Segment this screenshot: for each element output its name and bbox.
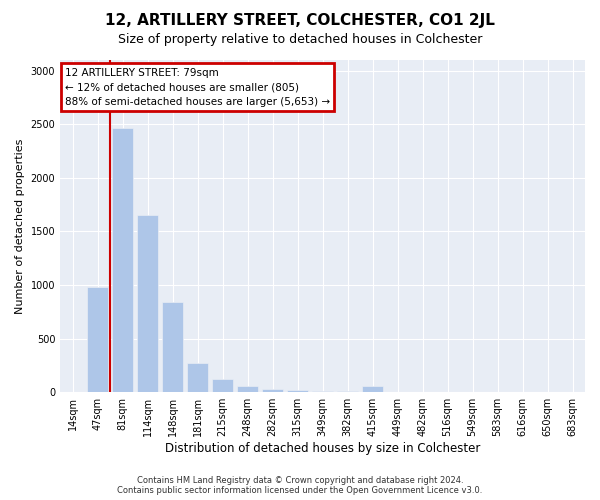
Bar	[162, 302, 183, 392]
Text: Size of property relative to detached houses in Colchester: Size of property relative to detached ho…	[118, 32, 482, 46]
X-axis label: Distribution of detached houses by size in Colchester: Distribution of detached houses by size …	[165, 442, 480, 455]
Bar	[212, 379, 233, 392]
Text: Contains HM Land Registry data © Crown copyright and database right 2024.
Contai: Contains HM Land Registry data © Crown c…	[118, 476, 482, 495]
Y-axis label: Number of detached properties: Number of detached properties	[15, 138, 25, 314]
Text: 12, ARTILLERY STREET, COLCHESTER, CO1 2JL: 12, ARTILLERY STREET, COLCHESTER, CO1 2J…	[105, 12, 495, 28]
Bar	[137, 216, 158, 392]
Text: 12 ARTILLERY STREET: 79sqm
← 12% of detached houses are smaller (805)
88% of sem: 12 ARTILLERY STREET: 79sqm ← 12% of deta…	[65, 68, 330, 107]
Bar	[187, 364, 208, 392]
Bar	[112, 128, 133, 392]
Bar	[362, 386, 383, 392]
Bar	[287, 390, 308, 392]
Bar	[237, 386, 258, 392]
Bar	[262, 389, 283, 392]
Bar	[87, 287, 108, 392]
Bar	[312, 390, 333, 392]
